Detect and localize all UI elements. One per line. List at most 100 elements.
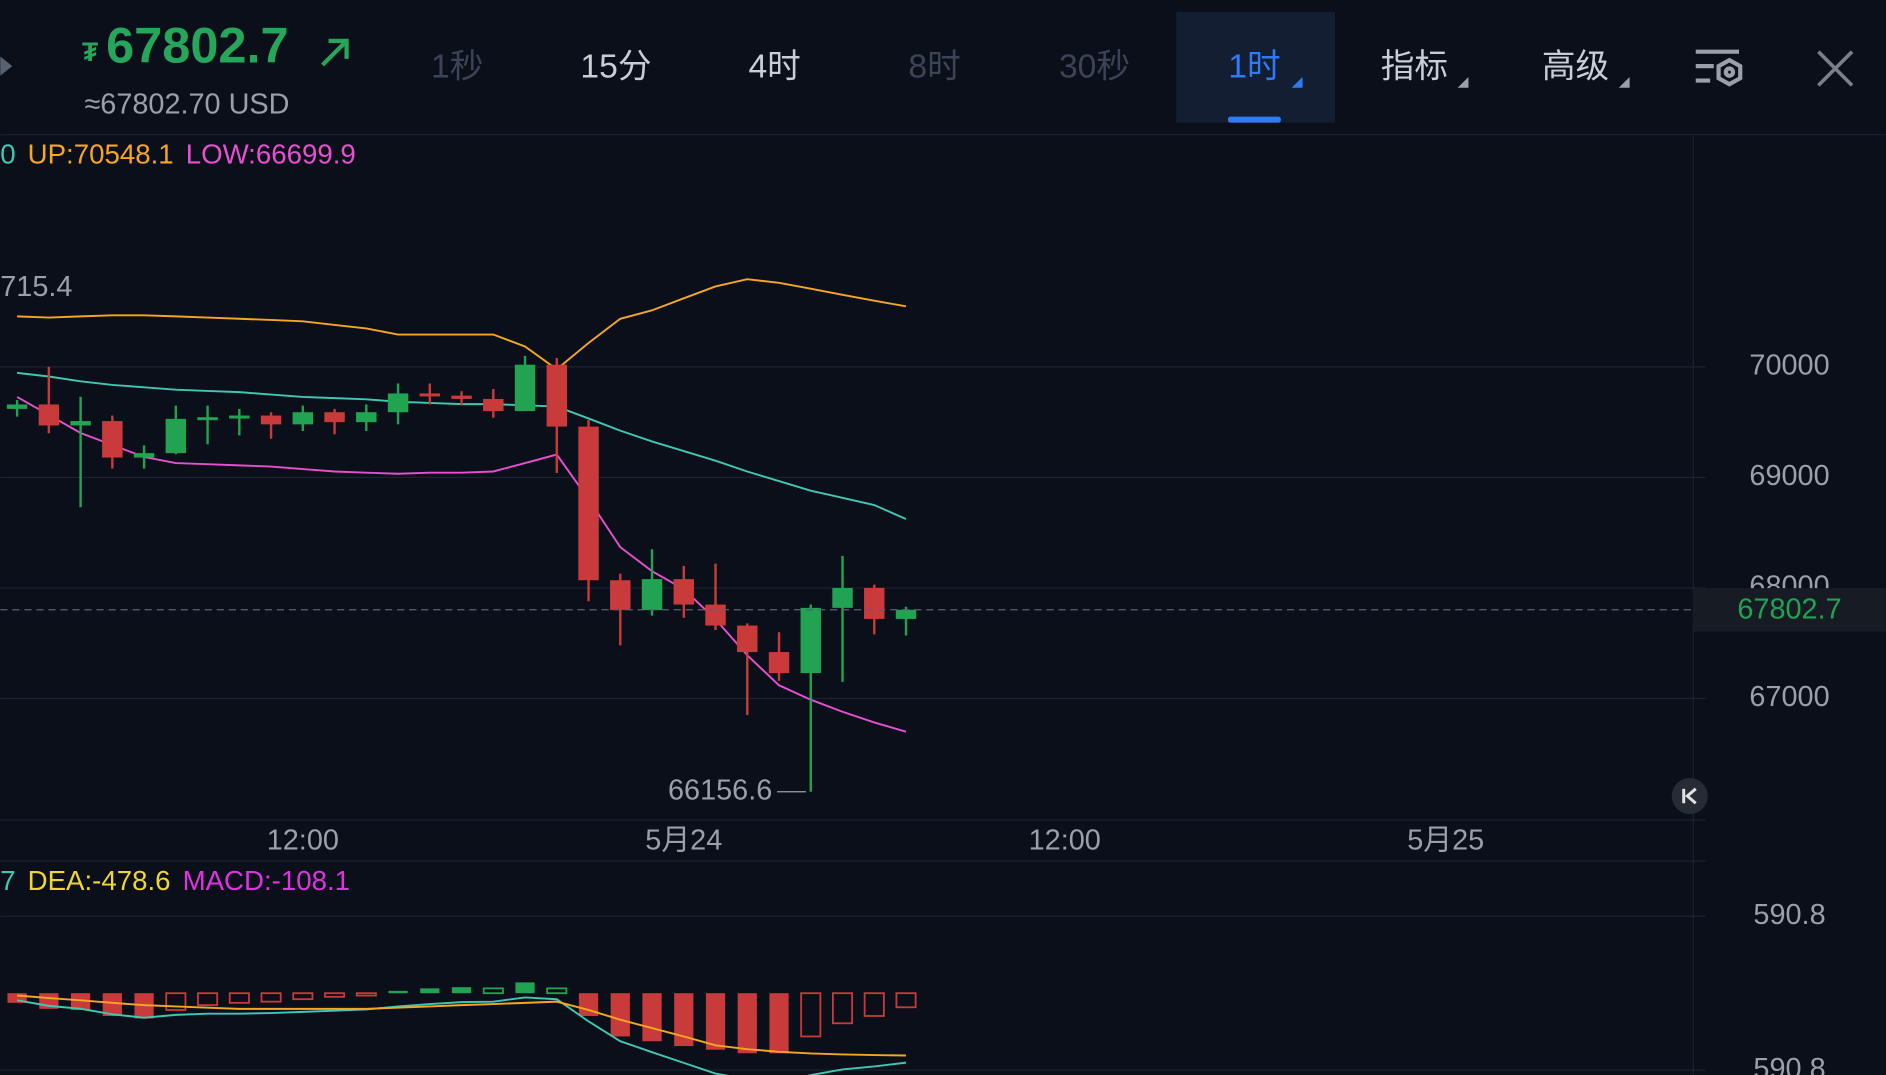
candle-body	[292, 412, 314, 425]
macd-bar	[515, 982, 535, 994]
candle-body	[324, 412, 345, 423]
active-tab-bg	[1176, 12, 1336, 123]
macd-bar	[260, 992, 282, 1003]
tab[interactable]: 8时	[908, 48, 960, 85]
candle-body	[38, 404, 60, 426]
macd-bar	[800, 992, 822, 1038]
macd-bar	[197, 992, 219, 1007]
tab[interactable]: 15分	[580, 48, 651, 85]
last-price-tag	[1693, 588, 1886, 632]
macd-bar	[388, 990, 408, 994]
y-tick-label: 590.8	[1753, 899, 1825, 931]
macd-bar	[7, 993, 27, 1003]
macd-bar	[292, 992, 314, 1001]
macd-bar	[355, 992, 377, 997]
x-tick-label: 12:00	[267, 824, 339, 856]
macd-bar	[895, 992, 917, 1009]
candle-body	[483, 398, 504, 412]
macd-bar	[642, 993, 662, 1042]
candle-body	[768, 652, 790, 674]
tab[interactable]: 1秒	[431, 47, 483, 85]
macd-bar	[451, 987, 472, 994]
candle-body	[197, 417, 218, 421]
y-tick-label: 70000	[1749, 350, 1829, 382]
indicator-line	[16, 996, 907, 1075]
candle-body	[895, 609, 917, 619]
candle-body	[133, 453, 155, 458]
macd-bar	[228, 992, 250, 1004]
currency-icon: ₮	[82, 37, 98, 67]
candle-body	[832, 587, 853, 608]
tab[interactable]: 4时	[748, 48, 800, 85]
candle-body	[610, 580, 631, 611]
candle-body	[356, 412, 377, 423]
x-tick-label: 5月25	[1407, 824, 1484, 856]
macd-bar	[674, 993, 694, 1047]
candle-body	[387, 393, 409, 413]
indicator-line	[16, 396, 907, 733]
macd-bar	[546, 987, 568, 995]
candle-body	[6, 404, 28, 409]
back-arrow[interactable]	[0, 56, 13, 76]
dropdown-mark	[1618, 76, 1630, 88]
candle-body	[578, 426, 599, 581]
trend-arrow	[321, 38, 349, 67]
indicator-line	[17, 994, 906, 1057]
candle-body	[546, 364, 568, 427]
candle-body	[229, 415, 250, 419]
candle-body	[673, 579, 695, 605]
macd-bar	[831, 992, 854, 1025]
tab[interactable]: 高级	[1542, 47, 1609, 85]
close-button[interactable]	[1817, 50, 1854, 87]
x-tick-label: 5月24	[645, 824, 722, 856]
macd-bar	[324, 992, 346, 998]
macd-bar	[737, 993, 757, 1054]
header: ₮ 67802.7 ≈67802.70 USD 1秒 15分 4时 8时 30秒…	[0, 12, 1854, 123]
tab[interactable]: 30秒	[1059, 47, 1130, 85]
candle-body	[260, 415, 282, 425]
candle-body	[102, 421, 123, 458]
indicator-legend: MACD:-108.1	[183, 865, 350, 896]
y-tick-label: 67000	[1749, 681, 1829, 713]
dropdown-mark	[1291, 76, 1303, 88]
indicator-legend: UP:70548.1	[28, 139, 174, 170]
macd-bar	[863, 992, 885, 1017]
candle-body	[451, 395, 472, 399]
y-tick-label: 590.8	[1753, 1053, 1825, 1075]
y-tick-label: 69000	[1749, 460, 1829, 492]
collapse-button[interactable]	[1671, 777, 1708, 815]
macd-bar	[102, 993, 122, 1016]
macd-bar	[578, 993, 599, 1016]
indicator-legend: LOW:66699.9	[186, 139, 356, 170]
macd-bar	[705, 993, 726, 1050]
x-tick-label: 12:00	[1029, 824, 1101, 856]
price: 67802.7	[106, 17, 289, 74]
macd-bar	[70, 993, 91, 1010]
macd-bar	[420, 988, 440, 994]
tab[interactable]: 指标	[1381, 47, 1448, 85]
macd-bar	[610, 993, 630, 1037]
min-label: 66156.6	[668, 774, 772, 806]
indicator-legend: DEA:-478.6	[28, 865, 171, 896]
tab[interactable]: 1时	[1228, 48, 1280, 85]
candle-body	[70, 421, 91, 426]
last-price-label: 67802.7	[1737, 594, 1841, 626]
settings-icon[interactable]	[1695, 49, 1743, 87]
indicator-line	[17, 278, 907, 371]
candle-body	[800, 607, 821, 674]
candle-body	[165, 418, 187, 454]
indicator-legend: 0	[0, 139, 15, 170]
macd-bar	[769, 993, 789, 1054]
indicator-legend: 7	[0, 865, 15, 896]
candle-body	[419, 393, 441, 397]
max-label: 715.4	[0, 271, 72, 303]
candle-body	[864, 587, 885, 619]
macd-bar	[165, 992, 187, 1011]
candle-body	[705, 604, 726, 626]
candle-body	[737, 625, 758, 653]
